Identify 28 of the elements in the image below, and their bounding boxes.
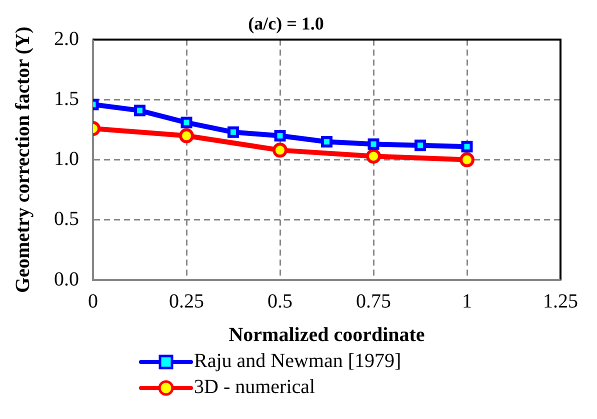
point [461,140,473,152]
point [274,130,286,142]
y-tick-label: 0.0 [54,268,79,290]
x-axis-title: Normalized coordinate [228,324,425,346]
legend-label: Raju and Newman [1979] [194,350,402,372]
y-tick-label: 1.0 [54,148,79,170]
point [179,128,194,144]
x-tick-label: 0.75 [356,290,391,312]
x-tick-label: 0.25 [169,290,204,312]
y-axis-title: Geometry correction factor (Y) [12,26,34,293]
x-tick-label: 0.5 [268,290,292,312]
point [368,138,380,150]
y-tick-label: 1.5 [54,88,79,110]
chart-title: (a/c) = 1.0 [248,13,324,34]
legend-label: 3D - numerical [194,376,316,398]
point [321,136,332,148]
point [228,126,239,138]
point [460,152,474,168]
point [414,140,426,152]
x-tick-label: 0 [88,290,98,312]
x-tick-label: 1 [462,290,472,312]
point [272,142,288,158]
point [366,148,381,164]
point [134,104,146,116]
x-tick-label: 1.25 [543,290,578,312]
y-tick-label: 2.0 [54,28,79,50]
point [180,116,192,128]
y-tick-label: 0.5 [54,208,79,230]
